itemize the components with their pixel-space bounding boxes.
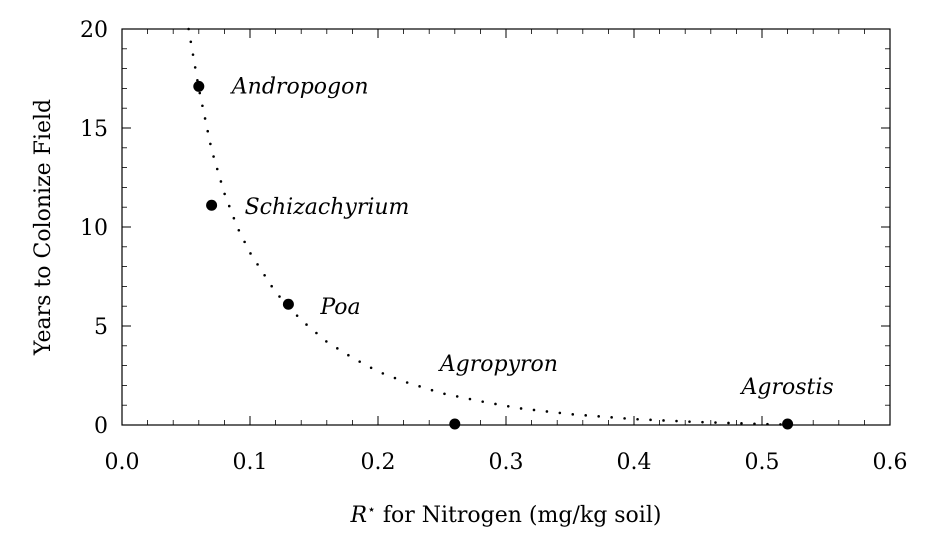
fit-curve	[187, 27, 789, 426]
y-axis-label: Years to Colonize Field	[31, 99, 56, 356]
point-label: Agrostis	[739, 375, 833, 400]
point-label: Poa	[319, 295, 360, 320]
x-tick-label: 0.0	[105, 450, 140, 475]
point-label: Andropogon	[230, 74, 369, 99]
data-point	[782, 418, 794, 430]
y-axis-ticks: 0 5 10 15 20	[80, 18, 890, 439]
x-tick-label: 0.3	[489, 450, 524, 475]
fit-curve-line	[187, 27, 789, 426]
x-axis-ticks: 0.0 0.1 0.2 0.3 0.4 0.5 0.6	[105, 29, 908, 475]
data-point	[193, 80, 205, 92]
y-tick-label: 0	[94, 414, 108, 439]
x-axis-label: R⋆ for Nitrogen (mg/kg soil)	[350, 502, 662, 528]
y-tick-label: 10	[80, 216, 108, 241]
x-tick-label: 0.6	[873, 450, 908, 475]
data-point	[282, 298, 294, 310]
data-point	[449, 418, 461, 430]
y-tick-label: 15	[80, 117, 108, 142]
x-tick-label: 0.1	[233, 450, 268, 475]
point-labels: Andropogon Schizachyrium Poa Agropyron Agros…	[230, 74, 834, 400]
point-label: Schizachyrium	[245, 195, 410, 220]
data-point	[206, 199, 218, 211]
point-label: Agropyron	[438, 352, 558, 377]
y-tick-label: 5	[94, 315, 108, 340]
x-tick-label: 0.4	[617, 450, 652, 475]
data-points	[193, 80, 794, 430]
y-tick-label: 20	[80, 18, 108, 43]
x-tick-label: 0.2	[361, 450, 396, 475]
x-tick-label: 0.5	[745, 450, 780, 475]
